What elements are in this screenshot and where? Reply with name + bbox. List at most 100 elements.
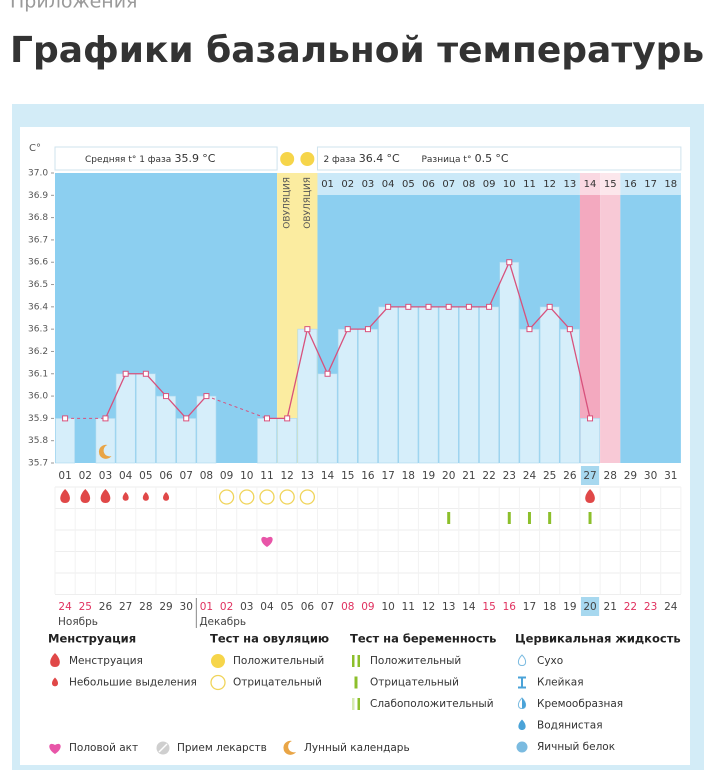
y-axis-label: C° (29, 143, 41, 154)
legend-item: Слабоположительный (370, 698, 494, 710)
cycle-day: 20 (442, 470, 455, 482)
date: 24 (58, 601, 72, 613)
temperature-bar (499, 261, 520, 464)
icon-part (211, 654, 225, 668)
legend-item: Лунный календарь (304, 742, 410, 754)
temperature-point (263, 415, 270, 422)
cycle-day: 06 (159, 470, 173, 482)
date: 07 (321, 601, 334, 613)
cycle-day: 01 (58, 470, 71, 482)
date: 25 (79, 601, 92, 613)
temperature-bar (277, 418, 298, 464)
date: 20 (583, 601, 596, 613)
page-title: Графики базальной температуры (10, 30, 704, 71)
icon-sticky (518, 676, 526, 689)
phase-day: 11 (523, 179, 536, 190)
y-tick-label: 35.8 (28, 436, 48, 446)
icon-part (585, 489, 595, 503)
date: 18 (543, 601, 556, 613)
icon-part (357, 655, 360, 667)
temperature-point (445, 303, 452, 310)
icon-part (239, 489, 255, 505)
cycle-day: 14 (321, 470, 335, 482)
temperature-bar (519, 328, 540, 464)
temperature-bar (317, 373, 338, 464)
cycle-day: 19 (422, 470, 435, 482)
cycle-day: 27 (583, 470, 596, 482)
icon-heart (49, 743, 61, 754)
icon-drop-small (51, 677, 59, 687)
date: 15 (482, 601, 495, 613)
date: 23 (644, 601, 657, 613)
temperature-bar (580, 418, 600, 464)
y-tick-label: 36.1 (28, 369, 48, 379)
icon-drop-blue (518, 719, 526, 730)
icon-heart (261, 536, 273, 547)
info-value: 36.4 (359, 152, 384, 165)
date: 29 (159, 601, 172, 613)
date: 21 (604, 601, 617, 613)
icon-part (507, 512, 511, 524)
legend-item: Яичный белок (537, 741, 615, 753)
cycle-day: 26 (563, 470, 577, 482)
temperature-point (344, 326, 351, 333)
icon-bar-single (354, 676, 358, 689)
icon-part (49, 743, 61, 754)
icon-bar-single (507, 512, 511, 524)
info-label: Разница t° (421, 155, 471, 165)
legend-item: Водянистая (537, 720, 603, 732)
month: Декабрь (199, 616, 246, 628)
cycle-day: 05 (139, 470, 152, 482)
icon-part (100, 489, 111, 503)
temperature-point (62, 415, 69, 422)
legend-item: Положительный (233, 655, 324, 667)
y-tick-label: 36.5 (28, 280, 48, 290)
icon-moon (283, 740, 296, 755)
icon-circle-outline (210, 674, 226, 691)
phase-info: Средняя t° 1 фаза 35.9 °C (85, 152, 216, 165)
icon-pill (156, 741, 170, 755)
temperature-bar (176, 418, 197, 464)
date: 27 (119, 601, 132, 613)
icon-drop (585, 489, 595, 503)
cycle-day: 22 (482, 470, 495, 482)
cycle-day: 16 (361, 470, 375, 482)
legend-item: Менструация (69, 655, 143, 667)
icon-part (516, 741, 528, 753)
zone (579, 173, 601, 463)
phase-day: 15 (604, 179, 617, 190)
info-label: Средняя t° 1 фаза (85, 155, 171, 165)
icon-part (50, 653, 60, 667)
icon-dot-blue (516, 741, 528, 753)
temperature-bar (418, 306, 439, 464)
y-tick-label: 35.7 (28, 459, 48, 469)
temperature-point (385, 303, 392, 310)
date: 12 (422, 601, 435, 613)
temperature-point (506, 259, 513, 266)
temperature-point (203, 393, 210, 400)
date: 01 (200, 601, 213, 613)
info-unit: °C (202, 152, 216, 165)
ovulation-label: ОВУЛЯЦИЯ (303, 177, 313, 229)
info-unit: °C (495, 152, 509, 165)
cycle-day: 10 (240, 470, 253, 482)
legend-title: Тест на беременность (350, 632, 496, 646)
date: 22 (624, 601, 637, 613)
temperature-point (546, 303, 553, 310)
icon-drop-small (163, 492, 170, 501)
date: 30 (180, 601, 193, 613)
cycle-day: 07 (180, 470, 193, 482)
icon-circle-outline (239, 489, 255, 505)
temperature-point (142, 370, 149, 377)
icon-part (447, 512, 451, 524)
icon-part (518, 676, 526, 689)
icon-part (518, 719, 526, 730)
legend-item: Кремообразная (537, 698, 623, 710)
legend-item: Половой акт (69, 742, 138, 754)
cycle-day: 18 (402, 470, 415, 482)
date: 13 (442, 601, 455, 613)
icon-drop (80, 489, 91, 503)
cycle-day: 21 (462, 470, 475, 482)
phase-info: 2 фаза 36.4 °C (323, 152, 399, 165)
cycle-day: 04 (119, 470, 133, 482)
